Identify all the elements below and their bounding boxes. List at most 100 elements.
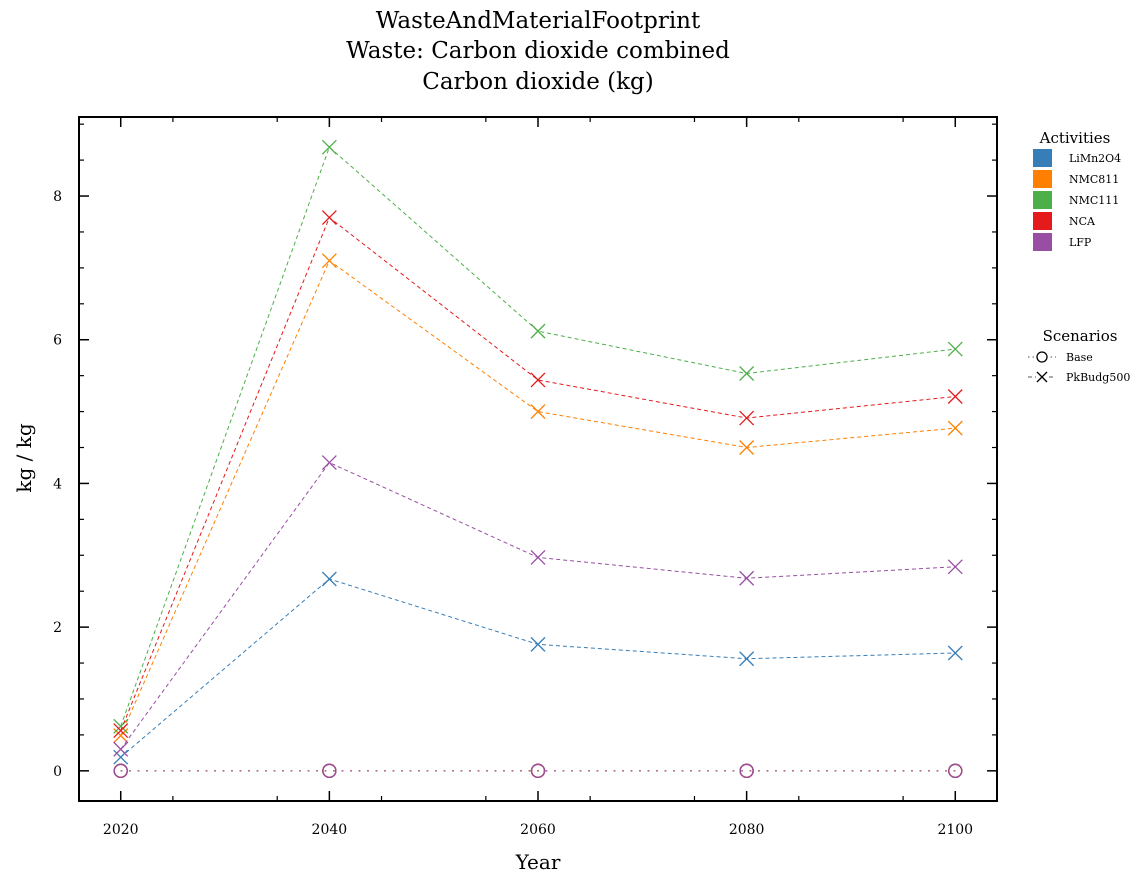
data-point-NMC811-PkBudg500 — [321, 253, 337, 269]
x-tick-label: 2060 — [520, 822, 556, 838]
data-point-mark-b — [113, 723, 129, 739]
legend-label-LFP: LFP — [1069, 236, 1092, 249]
data-point-LiMn2O4-PkBudg500 — [113, 749, 129, 765]
x-axis-label: Year — [515, 850, 561, 874]
series-line-LFP-PkBudg500 — [120, 461, 956, 750]
legend-marker-PkBudg500 — [1036, 371, 1048, 383]
data-point-LFP-PkBudg500 — [739, 570, 755, 586]
plot-area: 2020 2040 2060 2080 2100 0 2 4 6 8 — [53, 116, 998, 838]
series-NCA-PkBudg500 — [113, 210, 963, 739]
data-point-mark-b — [113, 749, 129, 765]
chart-title: WasteAndMaterialFootprint Waste: Carbon … — [346, 8, 730, 95]
data-point-NMC111-PkBudg500 — [113, 718, 129, 734]
series-line-NMC111-PkBudg500 — [120, 146, 956, 727]
x-tick-label: 2040 — [312, 822, 348, 838]
y-tick-label: 6 — [53, 333, 62, 349]
legend-label-LiMn2O4: LiMn2O4 — [1069, 152, 1121, 165]
data-point-NCA-PkBudg500 — [321, 210, 337, 226]
legend-activities-title: Activities — [1039, 129, 1111, 147]
y-tick-label: 8 — [53, 189, 62, 205]
data-point-mark-b — [947, 559, 963, 575]
y-tick-label: 0 — [53, 764, 62, 780]
legend-scenarios-title: Scenarios — [1043, 327, 1118, 345]
data-point-NMC811-PkBudg500 — [739, 440, 755, 455]
legend-swatch-NMC811 — [1033, 170, 1052, 188]
data-point-mark-b — [947, 389, 963, 404]
data-point-mark-b — [321, 571, 337, 587]
series-LFP-PkBudg500 — [113, 455, 963, 757]
data-point-LFP-PkBudg500 — [530, 549, 546, 565]
data-point-LFP-PkBudg500 — [947, 559, 963, 575]
data-point-mark-b — [530, 549, 546, 565]
legend-swatch-NCA — [1033, 212, 1052, 230]
series-NMC111-PkBudg500 — [113, 139, 963, 734]
legend-label-NMC811: NMC811 — [1069, 173, 1119, 186]
x-tick-label: 2100 — [937, 822, 973, 838]
data-point-mark-b — [530, 404, 546, 420]
data-point-NCA-PkBudg500 — [530, 372, 546, 388]
data-point-LFP-Base — [530, 763, 546, 778]
chart-title-line-1: WasteAndMaterialFootprint — [376, 8, 701, 34]
data-point-mark-b — [739, 366, 755, 381]
data-point-mark-b — [321, 253, 337, 269]
y-tick-label: 4 — [53, 476, 62, 492]
data-point-mark-b — [530, 323, 546, 339]
legend-label-Base: Base — [1066, 351, 1093, 364]
data-point-NMC111-PkBudg500 — [321, 139, 337, 155]
data-point-NMC111-PkBudg500 — [947, 341, 963, 357]
data-point-mark-b — [739, 410, 755, 426]
x-tick-label: 2020 — [103, 822, 139, 838]
x-tick-label: 2080 — [729, 822, 765, 838]
legend-marker-bg — [1036, 351, 1048, 363]
legend-swatch-LiMn2O4 — [1033, 149, 1052, 167]
data-point-NMC111-PkBudg500 — [739, 366, 755, 381]
data-point-LFP-Base — [739, 763, 754, 778]
data-point-mark-b — [947, 420, 963, 436]
legend: Activities LiMn2O4 NMC811 NMC111 NCA LFP Scena… — [1028, 129, 1130, 384]
data-point-NMC111-PkBudg500 — [530, 323, 546, 339]
legend-label-NMC111: NMC111 — [1069, 194, 1119, 207]
data-point-mark-b — [113, 741, 129, 757]
legend-marker-mark-b — [1036, 371, 1048, 383]
series-NMC811-PkBudg500 — [113, 253, 963, 744]
data-point-NCA-PkBudg500 — [947, 389, 963, 404]
data-point-mark-b — [321, 139, 337, 155]
series-LFP-Base — [113, 763, 963, 778]
series-line-NCA-PkBudg500 — [120, 216, 956, 731]
data-point-LFP-Base — [322, 763, 337, 778]
data-point-LiMn2O4-PkBudg500 — [739, 651, 755, 667]
data-point-NMC811-PkBudg500 — [530, 404, 546, 420]
data-point-mark-b — [739, 570, 755, 586]
legend-label-NCA: NCA — [1069, 215, 1096, 228]
y-tick-label: 2 — [53, 620, 62, 636]
series-line-LiMn2O4-PkBudg500 — [120, 578, 956, 758]
data-point-mark-b — [947, 645, 963, 661]
data-point-mark-b — [321, 455, 337, 471]
legend-swatch-NMC111 — [1033, 191, 1052, 209]
data-point-LFP-Base — [113, 763, 128, 778]
data-point-LFP-PkBudg500 — [113, 741, 129, 757]
data-point-mark-b — [321, 210, 337, 226]
chart-title-line-3: Carbon dioxide (kg) — [422, 69, 654, 95]
data-point-LiMn2O4-PkBudg500 — [321, 571, 337, 587]
data-point-NMC811-PkBudg500 — [947, 420, 963, 436]
legend-marker-Base — [1036, 351, 1048, 363]
data-point-mark-b — [530, 372, 546, 388]
series-LiMn2O4-PkBudg500 — [113, 571, 963, 765]
data-point-LiMn2O4-PkBudg500 — [947, 645, 963, 661]
data-point-mark-b — [739, 440, 755, 455]
chart-title-line-2: Waste: Carbon dioxide combined — [346, 38, 730, 64]
data-point-mark-b — [113, 718, 129, 734]
data-point-mark-b — [530, 636, 546, 652]
data-point-mark-b — [947, 341, 963, 357]
legend-swatch-LFP — [1033, 233, 1052, 251]
data-point-LiMn2O4-PkBudg500 — [530, 636, 546, 652]
data-point-NCA-PkBudg500 — [739, 410, 755, 426]
legend-label-PkBudg500: PkBudg500 — [1066, 371, 1130, 384]
series-line-NMC811-PkBudg500 — [120, 259, 956, 736]
y-axis-label: kg / kg — [12, 423, 36, 492]
data-point-NCA-PkBudg500 — [113, 723, 129, 739]
data-point-LFP-PkBudg500 — [321, 455, 337, 471]
data-point-LFP-Base — [948, 763, 963, 778]
